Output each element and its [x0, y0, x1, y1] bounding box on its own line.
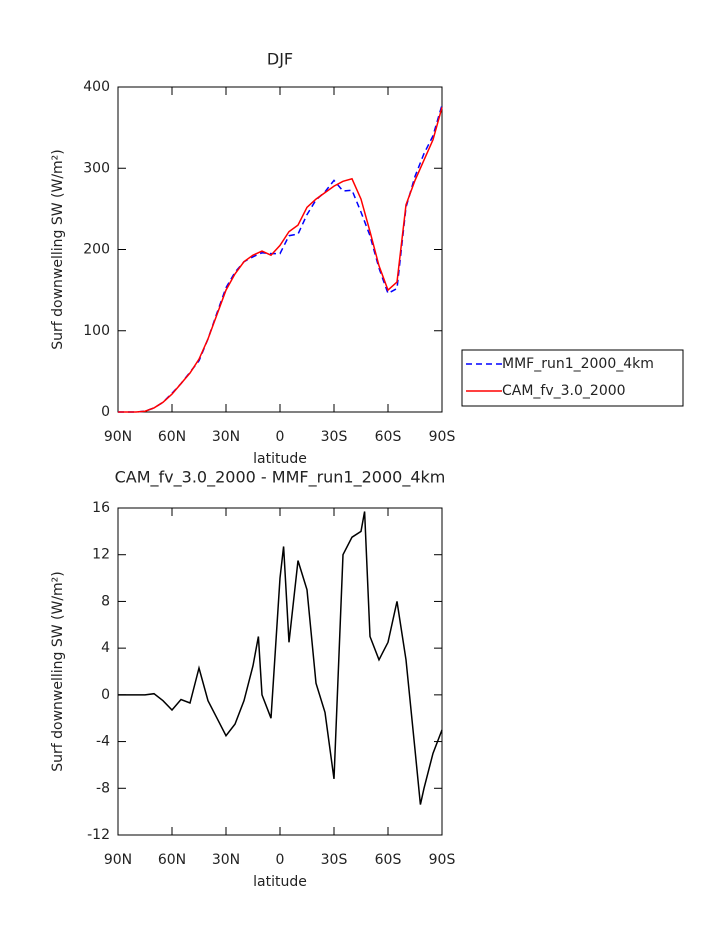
- legend-box: [461, 349, 684, 407]
- x-tick-label: 60N: [158, 852, 186, 868]
- y-tick-label: 4: [101, 640, 110, 656]
- plot-frame: [117, 507, 443, 836]
- x-tick-label: 90N: [104, 429, 132, 445]
- x-tick-label: 90S: [429, 852, 456, 868]
- x-tick-label: 60N: [158, 429, 186, 445]
- y-tick-label: 200: [83, 242, 110, 258]
- y-tick-label: 0: [101, 687, 110, 703]
- data-line: [118, 107, 443, 413]
- y-tick-label: 8: [101, 593, 110, 609]
- plot-frame: [117, 86, 443, 413]
- legend-label: MMF_run1_2000_4km: [502, 356, 654, 372]
- chart-title: CAM_fv_3.0_2000 - MMF_run1_2000_4km: [115, 468, 446, 488]
- y-axis-label: Surf downwelling SW (W/m²): [50, 149, 66, 350]
- y-tick-label: -8: [96, 780, 110, 796]
- x-tick-label: 60S: [375, 429, 402, 445]
- x-tick-label: 30S: [321, 429, 348, 445]
- y-tick-label: 0: [101, 404, 110, 420]
- chart-title: DJF: [267, 50, 293, 69]
- x-tick-label: 0: [276, 429, 285, 445]
- x-axis-label: latitude: [253, 874, 307, 890]
- y-tick-label: -4: [96, 734, 110, 750]
- x-tick-label: 30N: [212, 429, 240, 445]
- y-tick-label: 300: [83, 160, 110, 176]
- y-tick-label: 100: [83, 323, 110, 339]
- x-tick-label: 90S: [429, 429, 456, 445]
- data-line: [118, 104, 443, 413]
- y-tick-label: 400: [83, 79, 110, 95]
- x-tick-label: 0: [276, 852, 285, 868]
- x-tick-label: 60S: [375, 852, 402, 868]
- x-tick-label: 30N: [212, 852, 240, 868]
- y-axis-label: Surf downwelling SW (W/m²): [50, 571, 66, 772]
- y-tick-label: 16: [92, 500, 110, 516]
- y-tick-label: -12: [87, 827, 110, 843]
- x-tick-label: 90N: [104, 852, 132, 868]
- data-line: [118, 511, 443, 805]
- x-tick-label: 30S: [321, 852, 348, 868]
- y-tick-label: 12: [92, 547, 110, 563]
- legend-label: CAM_fv_3.0_2000: [502, 383, 626, 399]
- x-axis-label: latitude: [253, 451, 307, 467]
